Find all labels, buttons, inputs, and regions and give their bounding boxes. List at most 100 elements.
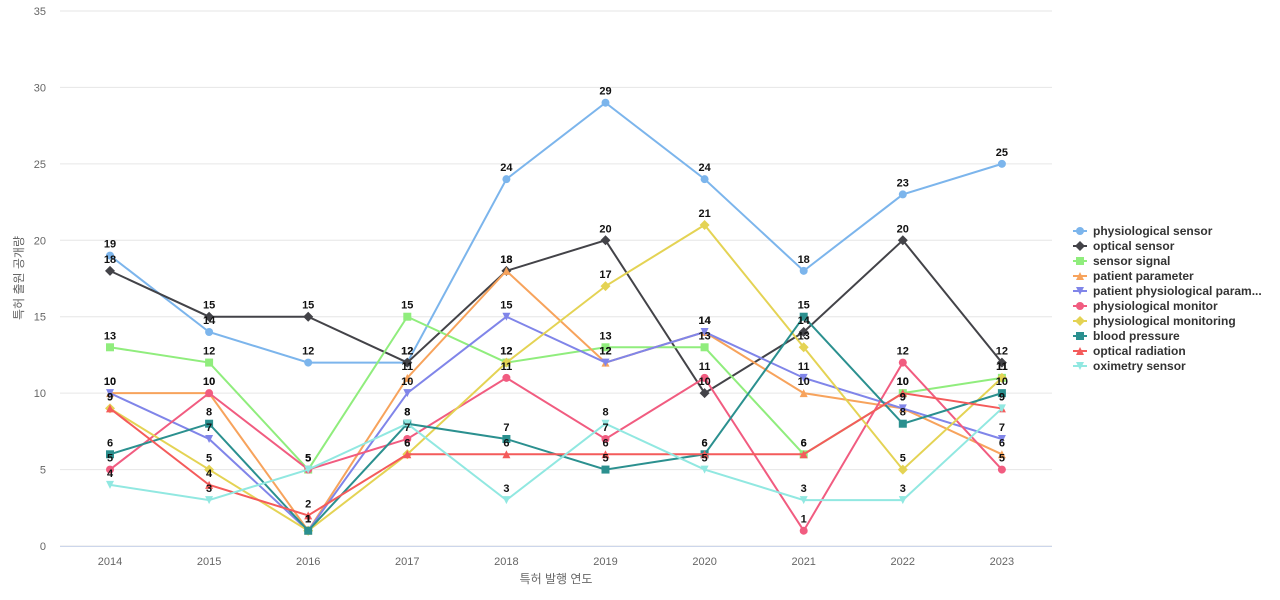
legend-item[interactable]: physiological monitor	[1073, 299, 1218, 313]
data-point[interactable]	[898, 358, 907, 367]
legend-item[interactable]: blood pressure	[1073, 329, 1180, 343]
data-point[interactable]	[799, 373, 808, 382]
data-point[interactable]	[106, 251, 114, 260]
legend-item[interactable]: physiological monitoring	[1073, 314, 1236, 328]
series-line[interactable]	[109, 238, 1003, 395]
legend-marker[interactable]	[1076, 272, 1084, 280]
legend-item[interactable]: sensor signal	[1073, 254, 1170, 268]
data-point[interactable]	[798, 342, 809, 353]
data-point[interactable]	[205, 419, 214, 428]
legend-marker[interactable]	[1076, 362, 1084, 370]
data-point[interactable]	[601, 435, 610, 443]
data-point[interactable]	[205, 328, 214, 336]
data-point[interactable]	[700, 328, 709, 336]
legend-marker[interactable]	[1076, 287, 1084, 295]
data-point[interactable]	[106, 343, 114, 352]
legend-marker[interactable]	[1076, 302, 1084, 310]
data-point[interactable]	[105, 265, 115, 276]
data-point[interactable]	[601, 419, 610, 428]
data-point[interactable]	[403, 419, 412, 428]
data-point[interactable]	[205, 358, 214, 367]
legend-item[interactable]: physiological sensor	[1073, 224, 1213, 238]
data-point[interactable]	[501, 357, 512, 368]
data-point[interactable]	[600, 281, 611, 292]
data-point[interactable]	[106, 404, 114, 413]
legend-marker[interactable]	[1075, 241, 1085, 251]
data-point[interactable]	[996, 372, 1007, 383]
series-line[interactable]	[109, 407, 1003, 502]
data-point[interactable]	[403, 450, 412, 459]
data-point[interactable]	[204, 464, 215, 475]
data-point[interactable]	[205, 480, 214, 489]
data-point[interactable]	[699, 388, 710, 399]
data-point[interactable]	[304, 511, 313, 520]
data-point[interactable]	[700, 343, 709, 352]
data-point[interactable]	[601, 465, 610, 474]
data-point[interactable]	[600, 235, 611, 246]
legend-item[interactable]: optical radiation	[1073, 344, 1186, 358]
legend-marker[interactable]	[1075, 316, 1085, 326]
data-point[interactable]	[997, 389, 1006, 398]
legend-item[interactable]: optical sensor	[1073, 239, 1175, 253]
data-point[interactable]	[304, 358, 313, 367]
data-point[interactable]	[799, 312, 808, 321]
legend-item[interactable]: patient parameter	[1073, 269, 1194, 283]
data-point[interactable]	[403, 373, 412, 382]
data-point[interactable]	[799, 496, 808, 505]
data-point[interactable]	[897, 464, 908, 475]
data-point[interactable]	[601, 343, 610, 352]
series-line[interactable]	[109, 223, 1003, 532]
legend-marker[interactable]	[1076, 227, 1084, 235]
data-point[interactable]	[502, 312, 511, 321]
data-point[interactable]	[898, 389, 907, 398]
series-line[interactable]	[109, 101, 1003, 364]
series-line[interactable]	[109, 360, 1003, 533]
data-point[interactable]	[997, 465, 1006, 474]
data-point[interactable]	[997, 404, 1006, 413]
data-point[interactable]	[601, 358, 610, 367]
legend-item[interactable]: oximetry sensor	[1073, 359, 1186, 373]
data-point[interactable]	[502, 435, 511, 443]
data-point[interactable]	[898, 404, 907, 413]
data-point[interactable]	[205, 435, 214, 443]
legend-item[interactable]: patient physiological param...	[1073, 284, 1262, 298]
data-point[interactable]	[403, 435, 412, 443]
data-point[interactable]	[799, 266, 808, 275]
data-point[interactable]	[897, 235, 908, 246]
series-line[interactable]	[109, 392, 1003, 517]
data-point[interactable]	[106, 465, 114, 474]
data-point[interactable]	[996, 357, 1007, 368]
data-point[interactable]	[799, 389, 808, 398]
data-point[interactable]	[205, 496, 214, 505]
data-point[interactable]	[502, 175, 511, 184]
data-point[interactable]	[403, 312, 412, 321]
data-point[interactable]	[799, 450, 808, 459]
legend-marker[interactable]	[1076, 347, 1084, 355]
legend-marker[interactable]	[1076, 332, 1084, 340]
data-point[interactable]	[898, 419, 907, 428]
data-point[interactable]	[304, 526, 313, 535]
data-point[interactable]	[700, 373, 709, 382]
data-point[interactable]	[898, 190, 907, 199]
series-line[interactable]	[110, 269, 1003, 533]
data-point[interactable]	[601, 450, 610, 459]
data-point[interactable]	[106, 450, 114, 459]
data-point[interactable]	[799, 526, 808, 535]
data-point[interactable]	[700, 175, 709, 184]
data-point[interactable]	[205, 389, 214, 398]
data-point[interactable]	[898, 496, 907, 505]
data-point[interactable]	[699, 220, 710, 230]
series-line[interactable]	[109, 315, 1003, 533]
data-point[interactable]	[502, 450, 511, 459]
data-point[interactable]	[502, 373, 511, 382]
data-point[interactable]	[997, 450, 1006, 459]
data-point[interactable]	[601, 98, 610, 107]
data-point[interactable]	[106, 389, 114, 398]
legend-marker[interactable]	[1076, 257, 1084, 265]
data-point[interactable]	[997, 159, 1006, 168]
data-point[interactable]	[204, 311, 215, 322]
data-point[interactable]	[997, 435, 1006, 443]
data-point[interactable]	[502, 266, 511, 275]
data-point[interactable]	[304, 465, 313, 474]
